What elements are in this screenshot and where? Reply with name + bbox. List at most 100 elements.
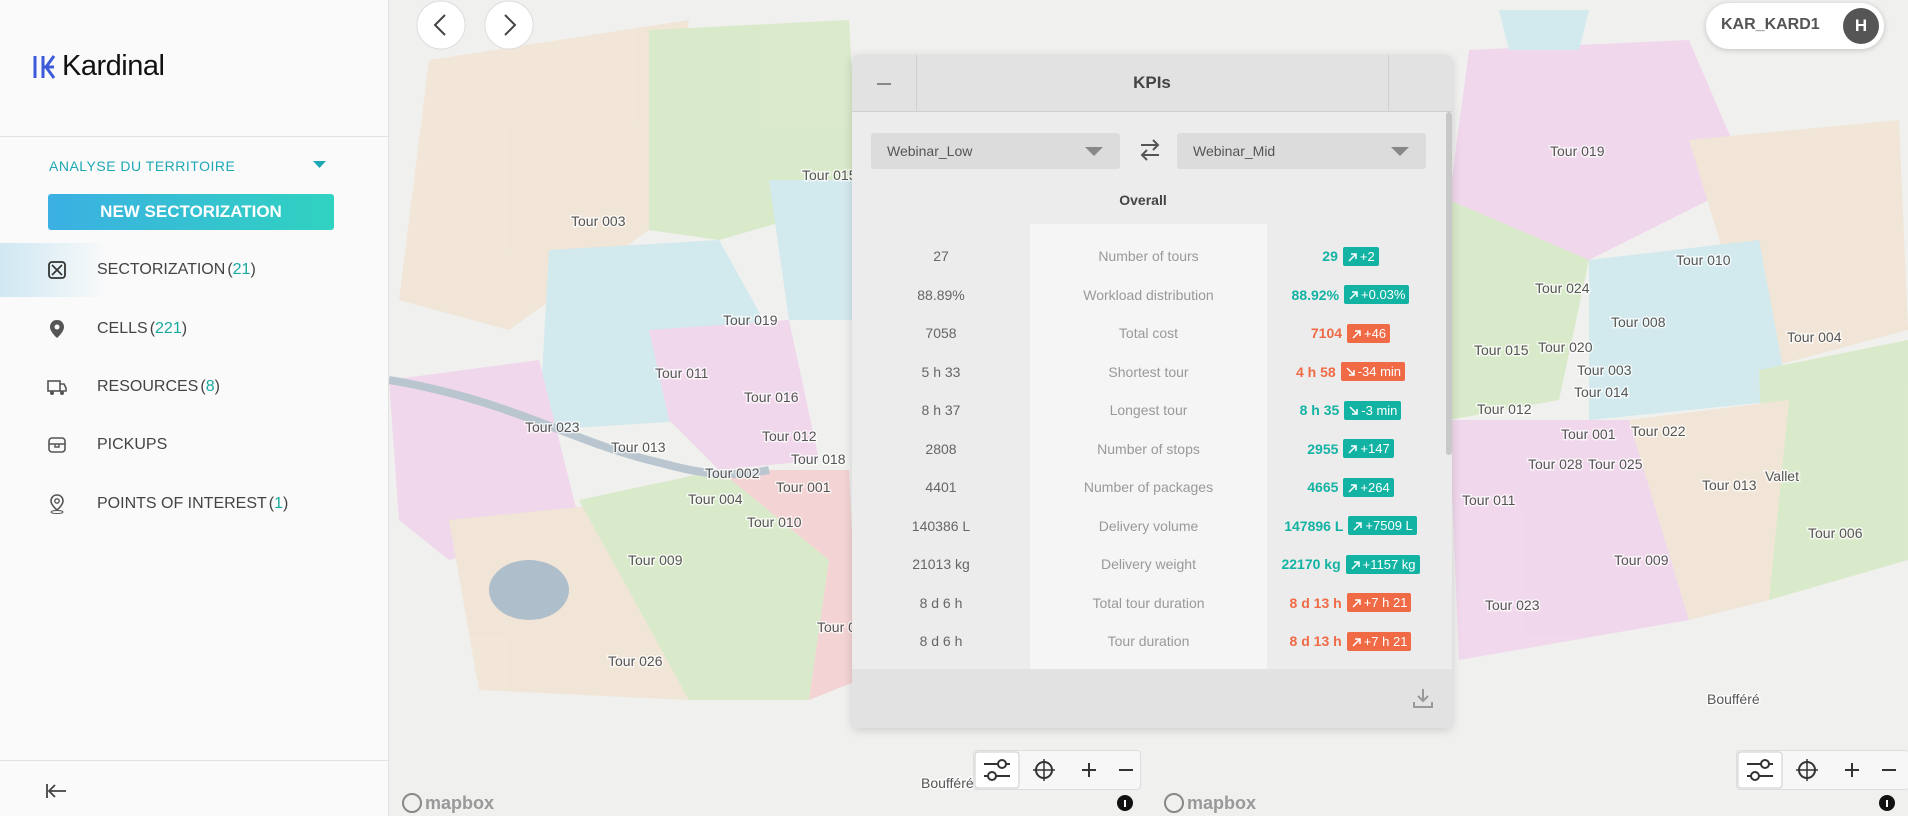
kpi-label: Delivery weight (1101, 556, 1196, 572)
sidebar: Kardinal ANALYSE DU TERRITOIRE NEW SECTO… (0, 0, 389, 816)
kpi-left-value: 88.89% (917, 286, 965, 303)
attribution: mapbox (1187, 793, 1256, 813)
map-label: Tour 013 (611, 439, 666, 455)
kpi-right-value: 88.92% (1291, 286, 1340, 303)
attribution: mapbox (425, 793, 494, 813)
kpi-label: Number of tours (1098, 248, 1199, 264)
map-label: Tour 009 (628, 552, 683, 568)
nav-text: RESOURCES (8) (97, 378, 220, 396)
map-toolbar (1736, 750, 1908, 790)
map-label: Tour 010 (1676, 252, 1731, 268)
mapbox-logo: mapbox mapbox (402, 793, 1256, 813)
scenario-select[interactable]: Webinar_Mid (1177, 133, 1426, 169)
map-label: Tour 012 (762, 428, 817, 444)
delta-text: +7 h 21 (1363, 633, 1408, 649)
nav-item[interactable]: CELLS (221) (0, 302, 388, 356)
nav-item[interactable]: POINTS OF INTEREST (1) (0, 477, 388, 531)
kpi-left-value: 4401 (925, 479, 957, 495)
paren: ) (283, 495, 289, 512)
nav-icon (48, 261, 66, 279)
collapse-button[interactable] (46, 782, 68, 800)
river (389, 376, 770, 479)
locate-button[interactable] (1796, 759, 1818, 781)
scrollbar[interactable] (1446, 112, 1452, 455)
filter-button[interactable] (1737, 751, 1783, 789)
panel-title: KPIs (1133, 73, 1171, 92)
kpi-left-value: 140386 L (911, 517, 971, 534)
map-label: Boufféré (921, 775, 974, 791)
map-label: Tour 010 (747, 514, 802, 530)
kpi-right: 29 +2 (1267, 246, 1434, 266)
nav-item[interactable]: PICKUPS (0, 418, 388, 472)
nav-item[interactable]: RESOURCES (8) (0, 360, 388, 414)
zoom-in[interactable] (1082, 763, 1096, 777)
map-label: Tour 014 (1574, 384, 1629, 400)
kpi-right-value: 8 d 13 h (1289, 633, 1342, 649)
map-label: Tour 015 (1474, 342, 1529, 358)
trend-arrow (1348, 252, 1357, 262)
nav-button[interactable] (484, 0, 534, 50)
kpi-right: 22170 kg +1157 kg (1267, 554, 1434, 574)
paren: ( (227, 261, 233, 278)
map-label: Tour 003 (1577, 362, 1632, 378)
kpi-delta: -34 min (1340, 362, 1406, 381)
trend-arrow (1348, 483, 1358, 493)
paren: ) (250, 261, 256, 278)
map-label: Tour 025 (1588, 456, 1643, 472)
section-select[interactable]: ANALYSE DU TERRITOIRE (49, 158, 236, 174)
caret (1391, 147, 1409, 156)
scenario-select[interactable]: Webinar_Low (871, 133, 1120, 169)
panel-header: KPIs (852, 55, 1452, 112)
nav-icon (48, 437, 66, 453)
map-label: Tour 016 (744, 389, 799, 405)
map-label: Tour 020 (1538, 339, 1593, 355)
delta-text: +7 h 21 (1363, 595, 1408, 610)
paren: ( (149, 320, 156, 337)
minimize-button[interactable] (852, 55, 917, 111)
info-icon[interactable] (1117, 795, 1133, 811)
paren: ( (200, 378, 206, 395)
delta-text: +264 (1360, 479, 1390, 495)
paren: ( (268, 495, 275, 512)
user-menu[interactable]: KAR_KARD1 H (1706, 3, 1884, 49)
kpi-right: 8 h 35 -3 min (1267, 400, 1434, 420)
trend-arrow (1348, 445, 1358, 454)
delta-text: -34 min (1357, 364, 1402, 379)
kpi-left-value: 27 (933, 248, 949, 264)
trend-arrow (1349, 291, 1358, 300)
kpi-right: 4 h 58 -34 min (1267, 362, 1434, 382)
map-label: Tour 023 (525, 419, 580, 435)
nav-item[interactable]: SECTORIZATION (21) (0, 243, 388, 297)
kpi-delta: +7 h 21 (1346, 593, 1412, 612)
kpi-right-value: 2955 (1307, 440, 1339, 457)
nav-button[interactable] (416, 0, 466, 50)
info-icon[interactable] (1879, 795, 1895, 811)
kpi-right: 8 d 13 h +7 h 21 (1267, 593, 1434, 613)
nav-count: 221 (155, 320, 182, 337)
trend-arrow (1349, 405, 1359, 415)
filter-button[interactable] (974, 751, 1020, 789)
panel-footer (852, 669, 1452, 728)
nav-text: CELLS (221) (97, 320, 187, 338)
map-label: Tour 011 (655, 365, 709, 381)
paren: ) (181, 320, 188, 337)
map-label: Tour 013 (1702, 477, 1757, 493)
toolbar-icons (974, 751, 1133, 789)
label-column (1030, 224, 1267, 669)
panel-body: Webinar_Low Webinar_Mid Overall 27 Number… (852, 112, 1452, 669)
kpi-left-value: 21013 kg (912, 556, 970, 572)
kpi-label: Workload distribution (1083, 286, 1214, 303)
header-spacer (1388, 55, 1452, 111)
kpi-left-value: 8 h 37 (921, 402, 961, 418)
swap-button[interactable] (1138, 138, 1162, 162)
kpi-label: Number of stops (1097, 440, 1200, 457)
download-button[interactable] (1412, 687, 1434, 709)
kpi-right: 88.92% +0.03% (1267, 285, 1434, 305)
zoom-in[interactable] (1845, 763, 1859, 777)
locate-button[interactable] (1033, 759, 1055, 781)
new-sectorization-button[interactable]: NEW SECTORIZATION (48, 194, 334, 230)
map-toolbar (973, 750, 1141, 790)
trend-arrow (1353, 522, 1363, 531)
avatar: H (1843, 8, 1879, 44)
kpi-right: 4665 +264 (1267, 477, 1434, 497)
